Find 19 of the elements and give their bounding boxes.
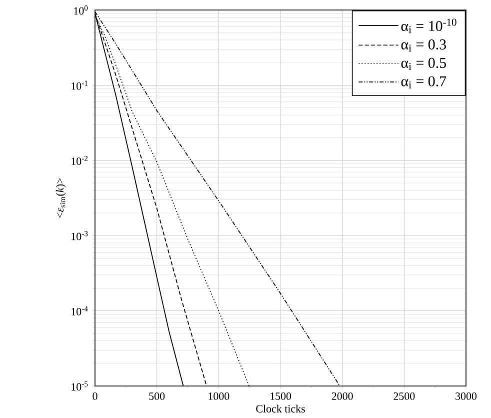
legend-label: α$_{i}$ = 0.3 xyxy=(401,39,446,52)
y-tick-label: 10$^{-2}$ xyxy=(72,156,88,165)
x-axis-title: Clock ticks xyxy=(256,404,305,412)
y-axis-title: <ε$_{sim}$(k)> xyxy=(56,178,66,218)
y-tick-label: 10$^{0}$ xyxy=(74,5,88,15)
y-tick-label: 10$^{-3}$ xyxy=(72,231,88,240)
x-tick-label: 1500 xyxy=(270,392,292,400)
x-tick-label: 500 xyxy=(149,392,165,400)
y-tick-label: 10$^{-5}$ xyxy=(72,381,88,391)
legend-label: α$_{i}$ = 10$^{-10}$ xyxy=(401,18,456,34)
x-tick-label: 1000 xyxy=(208,392,230,400)
x-tick-label: 2500 xyxy=(394,392,415,400)
legend-label: α$_{i}$ = 0.5 xyxy=(401,58,446,70)
legend-label: α$_{i}$ = 0.7 xyxy=(401,76,446,88)
y-tick-label: 10$^{-1}$ xyxy=(72,80,88,90)
x-tick-label: 2000 xyxy=(332,392,353,400)
x-tick-label: 3000 xyxy=(456,392,477,400)
x-tick-label: 0 xyxy=(92,392,98,400)
y-tick-label: 10$^{-4}$ xyxy=(72,306,88,316)
